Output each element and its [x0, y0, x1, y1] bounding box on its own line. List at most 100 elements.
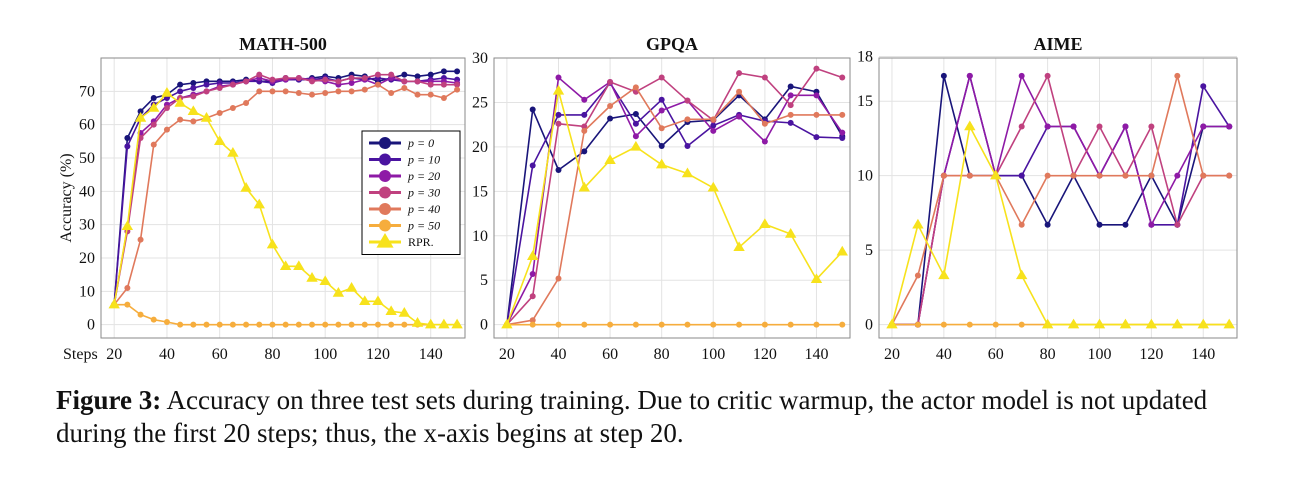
point-rpr — [552, 84, 565, 95]
point-p40 — [440, 95, 447, 101]
y-tick-label: 20 — [79, 250, 95, 267]
point-p50 — [684, 321, 691, 328]
x-axis-label: Steps — [63, 346, 98, 363]
point-rpr — [655, 158, 668, 169]
point-rpr — [912, 218, 924, 229]
point-rpr — [134, 112, 147, 122]
point-rpr — [1171, 318, 1184, 329]
legend-marker-p10 — [379, 153, 391, 166]
point-p30 — [243, 78, 250, 85]
point-p50 — [710, 321, 717, 328]
x-tick-label: 60 — [602, 346, 618, 363]
plot-frame — [493, 57, 851, 339]
point-p50 — [361, 321, 368, 328]
point-p50 — [348, 321, 355, 328]
y-tick-label: 15 — [857, 93, 873, 110]
point-p40 — [388, 90, 395, 96]
legend-marker-rpr — [376, 233, 394, 248]
point-rpr — [279, 260, 292, 271]
point-p20 — [1148, 221, 1155, 228]
point-p50 — [295, 321, 302, 328]
x-tick-label: 60 — [988, 346, 1004, 363]
x-tick-label: 140 — [804, 346, 828, 363]
y-tick-label: 10 — [857, 168, 873, 185]
y-tick-label: 30 — [79, 217, 95, 234]
point-p40 — [427, 91, 434, 98]
point-rpr — [319, 275, 331, 286]
point-rpr — [964, 120, 976, 131]
point-p30 — [374, 71, 381, 78]
point-p30 — [607, 79, 614, 85]
y-tick-label: 60 — [79, 117, 95, 134]
point-p30 — [322, 76, 329, 83]
plot-frame — [878, 57, 1238, 339]
point-p50 — [813, 321, 820, 328]
point-p30 — [1018, 123, 1025, 130]
point-p40 — [1044, 172, 1051, 179]
point-rpr — [733, 241, 745, 252]
point-p0 — [658, 143, 665, 149]
point-rpr — [604, 154, 616, 164]
point-p30 — [256, 71, 263, 78]
point-p40 — [839, 111, 846, 118]
legend-marker-p30 — [379, 186, 391, 199]
point-p50 — [1018, 321, 1025, 328]
legend-label-p40: p = 40 — [407, 202, 440, 216]
point-rpr — [398, 307, 411, 317]
point-rpr — [681, 167, 694, 178]
point-p50 — [966, 321, 973, 328]
point-rpr — [425, 318, 437, 329]
x-tick-label: 120 — [753, 346, 777, 363]
x-tick-label: 120 — [366, 346, 390, 363]
point-p50 — [322, 321, 329, 328]
point-rpr — [990, 169, 1002, 180]
point-p40 — [581, 127, 588, 134]
point-p0 — [124, 135, 131, 141]
y-axis-label: Accuracy (%) — [58, 153, 75, 242]
point-rpr — [578, 181, 590, 192]
point-p30 — [736, 70, 743, 77]
point-p40 — [529, 317, 536, 324]
y-tick-label: 15 — [472, 183, 488, 200]
series-line-p40 — [891, 75, 1230, 325]
point-p20 — [839, 129, 846, 136]
point-rpr — [1145, 318, 1158, 329]
point-p40 — [243, 100, 250, 106]
point-p20 — [632, 133, 639, 140]
series-line-p30 — [506, 67, 843, 326]
point-p40 — [632, 84, 639, 91]
point-p40 — [555, 275, 562, 282]
point-p40 — [295, 90, 302, 96]
chart-2: 20 40 60 80 100 120 140 0 5 10 15 18 AIME — [857, 34, 1238, 363]
x-tick-label: 20 — [499, 346, 515, 363]
series-line-p40 — [506, 86, 843, 326]
point-p0 — [414, 73, 421, 80]
point-p40 — [414, 91, 421, 98]
point-p10 — [710, 122, 717, 129]
x-tick-label: 120 — [1139, 346, 1163, 363]
point-p40 — [914, 272, 921, 279]
point-p40 — [163, 126, 170, 133]
point-rpr — [451, 318, 463, 329]
figure-caption: Figure 3: Accuracy on three test sets du… — [56, 384, 1256, 450]
point-p50 — [761, 321, 768, 328]
point-p10 — [190, 85, 197, 91]
point-p30 — [282, 75, 289, 81]
point-p30 — [216, 85, 223, 91]
point-p20 — [813, 92, 820, 99]
point-p40 — [269, 88, 276, 95]
y-tick-label: 25 — [472, 94, 488, 111]
point-p30 — [335, 78, 342, 85]
point-rpr — [200, 112, 213, 122]
point-rpr — [293, 260, 305, 271]
point-p50 — [401, 321, 408, 328]
point-p40 — [1226, 172, 1233, 179]
point-p0 — [401, 71, 408, 78]
point-rpr — [1041, 318, 1054, 329]
point-p50 — [940, 321, 947, 328]
point-p50 — [216, 321, 223, 328]
point-p40 — [787, 111, 794, 118]
point-rpr — [385, 305, 397, 316]
point-rpr — [630, 140, 642, 151]
point-p30 — [309, 78, 316, 85]
